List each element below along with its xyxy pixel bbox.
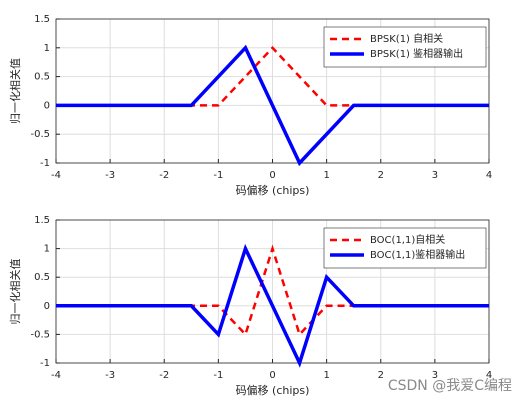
y-tick-label: 1.5	[34, 14, 50, 25]
x-tick-label: -1	[213, 370, 223, 381]
legend-box	[323, 227, 487, 269]
y-axis-label: 归一化相关值	[8, 58, 22, 124]
x-tick-label: 2	[378, 370, 384, 381]
y-tick-label: -0.5	[30, 129, 50, 140]
x-tick-label: 0	[269, 170, 275, 181]
x-tick-label: -3	[105, 370, 115, 381]
x-tick-label: 1	[323, 170, 329, 181]
y-tick-label: -0.5	[30, 329, 50, 340]
y-tick-label: 0	[44, 301, 50, 312]
x-tick-label: 3	[432, 170, 438, 181]
x-tick-label: -2	[159, 370, 169, 381]
x-tick-label: 4	[486, 170, 492, 181]
y-axis-label: 归一化相关值	[8, 259, 22, 325]
x-tick-label: 3	[432, 370, 438, 381]
x-tick-label: 0	[269, 370, 275, 381]
y-tick-label: 1	[44, 43, 50, 54]
x-tick-label: -1	[213, 170, 223, 181]
legend-label: BOC(1,1)鉴相器输出	[370, 248, 465, 261]
y-tick-label: 0	[44, 100, 50, 111]
legend-label: BPSK(1) 鉴相器输出	[370, 47, 463, 60]
x-tick-label: 2	[378, 170, 384, 181]
line	[56, 243, 489, 368]
y-tick-label: -1	[40, 358, 50, 369]
x-tick-label: -4	[51, 370, 61, 381]
y-tick-label: 0.5	[34, 72, 50, 83]
watermark: CSDN @我爱C编程	[388, 378, 512, 394]
line	[56, 244, 489, 337]
legend-label: BOC(1,1)自相关	[370, 233, 445, 246]
x-tick-label: -3	[105, 170, 115, 181]
x-axis-label: 码偏移 (chips)	[236, 183, 310, 197]
y-tick-label: 0.5	[34, 272, 50, 283]
line	[56, 44, 489, 167]
x-tick-label: -4	[51, 170, 61, 181]
x-axis-label: 码偏移 (chips)	[236, 383, 310, 397]
x-tick-label: 1	[323, 370, 329, 381]
y-tick-label: -1	[40, 158, 50, 169]
axes-box	[55, 18, 490, 164]
y-tick-label: 1	[44, 244, 50, 255]
x-tick-label: -2	[159, 170, 169, 181]
axes-box	[55, 219, 490, 364]
x-tick-label: 4	[486, 370, 492, 381]
legend-label: BPSK(1) 自相关	[370, 32, 443, 45]
y-tick-label: 1.5	[34, 215, 50, 226]
legend-box	[323, 26, 487, 68]
